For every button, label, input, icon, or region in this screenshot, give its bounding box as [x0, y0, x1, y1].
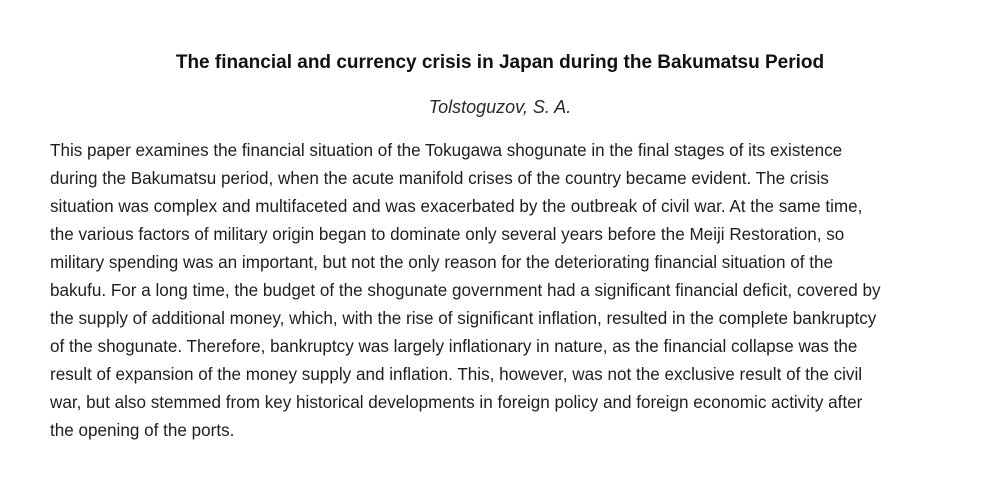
abstract-line: bakufu. For a long time, the budget of t… — [50, 281, 881, 300]
abstract-line: military spending was an important, but … — [50, 253, 833, 272]
paper-author: Tolstoguzov, S. A. — [428, 97, 572, 117]
paper-title: The financial and currency crisis in Jap… — [175, 52, 825, 73]
abstract-line: war, but also stemmed from key historica… — [50, 393, 863, 412]
abstract-line: during the Bakumatsu period, when the ac… — [50, 169, 829, 188]
abstract-line: result of expansion of the money supply … — [50, 365, 863, 384]
abstract-line: of the shogunate. Therefore, bankruptcy … — [50, 337, 858, 356]
abstract-line: the supply of additional money, which, w… — [50, 309, 877, 328]
abstract-line: the opening of the ports. — [50, 421, 235, 440]
paper-abstract: This paper examines the financial situat… — [50, 137, 950, 445]
abstract-line: This paper examines the financial situat… — [50, 141, 843, 160]
abstract-line: situation was complex and multifaceted a… — [50, 197, 863, 216]
abstract-line: the various factors of military origin b… — [50, 225, 845, 244]
